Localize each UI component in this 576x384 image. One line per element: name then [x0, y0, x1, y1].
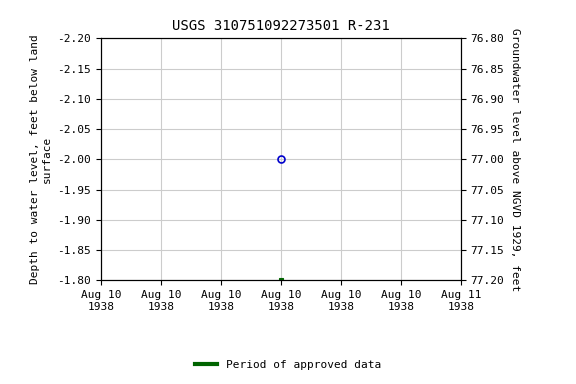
Legend: Period of approved data: Period of approved data [191, 356, 385, 375]
Y-axis label: Depth to water level, feet below land
surface: Depth to water level, feet below land su… [30, 35, 52, 284]
Title: USGS 310751092273501 R-231: USGS 310751092273501 R-231 [172, 19, 390, 33]
Y-axis label: Groundwater level above NGVD 1929, feet: Groundwater level above NGVD 1929, feet [510, 28, 520, 291]
